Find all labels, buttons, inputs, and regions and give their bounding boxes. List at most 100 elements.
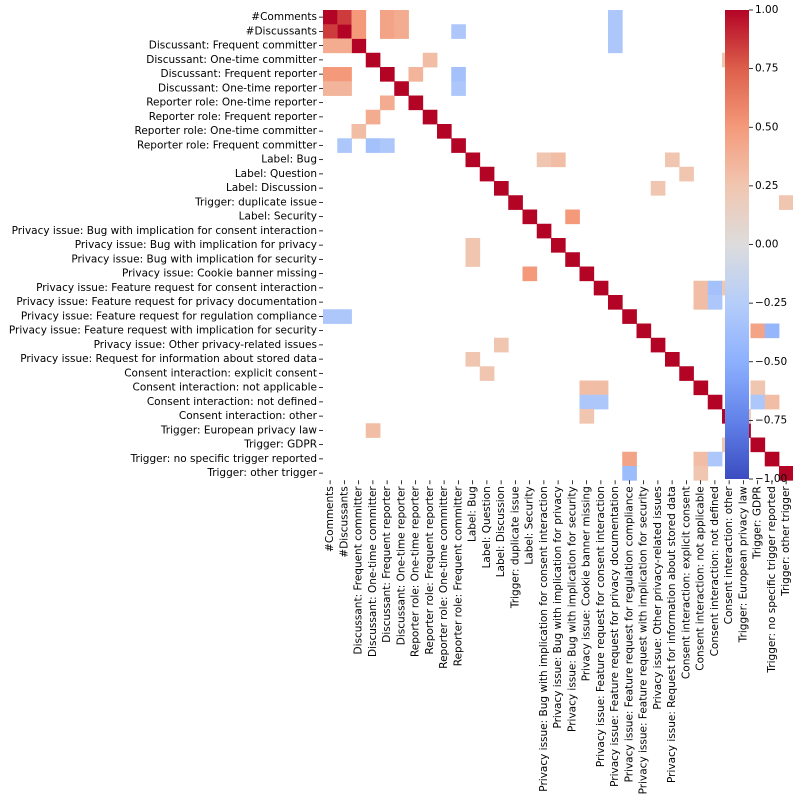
column-label: #Comments xyxy=(324,486,336,552)
colorbar-tick-label: −1.00 xyxy=(755,473,787,485)
heatmap-cell xyxy=(608,38,623,54)
heatmap-cell xyxy=(380,10,395,25)
heatmap-cell xyxy=(750,380,766,396)
heatmap-cell xyxy=(579,394,595,410)
colorbar-tick-label: 0.75 xyxy=(755,63,778,75)
row-label: Label: Discussion xyxy=(226,182,317,194)
colorbar-tick-label: −0.25 xyxy=(755,297,787,309)
heatmap-cell xyxy=(451,81,466,96)
heatmap-cell xyxy=(323,309,338,324)
column-label: Privacy issue: Cookie banner missing xyxy=(581,486,593,681)
heatmap-cell xyxy=(351,124,367,139)
heatmap-cell xyxy=(764,323,780,339)
heatmap-cell xyxy=(394,24,409,39)
column-label: Consent interaction: other xyxy=(723,486,735,625)
heatmap-cell xyxy=(707,451,723,467)
row-label: Privacy issue: Feature request for regul… xyxy=(21,310,317,322)
heatmap-cell xyxy=(465,238,481,253)
heatmap-cell xyxy=(451,67,466,82)
heatmap-cell xyxy=(422,109,438,125)
heatmap-cell xyxy=(422,52,438,68)
heatmap-cell xyxy=(579,266,595,282)
heatmap-cell xyxy=(522,209,538,225)
heatmap-cell xyxy=(579,380,595,396)
column-label: Privacy issue: Bug with implication for … xyxy=(538,486,550,791)
heatmap-cell xyxy=(779,466,793,481)
heatmap-cell xyxy=(593,380,609,396)
heatmap-cell xyxy=(365,423,381,438)
column-label: Reporter role: One-time committer xyxy=(438,486,450,669)
row-label: Label: Security xyxy=(239,211,317,223)
heatmap-cell xyxy=(750,323,766,339)
heatmap-cell xyxy=(380,95,395,111)
heatmap-cell xyxy=(693,295,709,310)
row-label: Reporter role: Frequent reporter xyxy=(149,111,318,123)
heatmap-cell xyxy=(365,52,381,68)
heatmap-cell xyxy=(679,166,694,182)
row-label: Privacy issue: Feature request with impl… xyxy=(9,325,317,337)
row-label: Trigger: GDPR xyxy=(243,439,317,451)
heatmap-cell xyxy=(494,337,509,353)
colorbar-gradient xyxy=(725,10,749,479)
heatmap-cell xyxy=(494,181,509,196)
row-label: Trigger: other trigger xyxy=(206,467,317,479)
heatmap-cell xyxy=(622,466,637,481)
column-label: Label: Security xyxy=(524,486,536,564)
heatmap-cell xyxy=(479,366,495,381)
column-label: Discussant: Frequent committer xyxy=(353,486,365,655)
heatmap-cell xyxy=(665,152,680,168)
heatmap-cell xyxy=(693,280,709,296)
colorbar-ticks: 1.00 0.75 0.50 0.25 0.00 −0.25 −0.50 −0.75 −1.00 xyxy=(749,4,787,485)
row-label: Trigger: European privacy law xyxy=(160,424,317,436)
column-label: Privacy issue: Feature request for regul… xyxy=(623,486,635,782)
heatmap-cell xyxy=(779,195,793,210)
heatmap-cell xyxy=(665,352,680,367)
row-label: Privacy issue: Bug with implication for … xyxy=(12,225,317,237)
column-label: Trigger: no specific trigger reported xyxy=(766,486,778,673)
heatmap-cell xyxy=(707,295,723,310)
heatmap-cell xyxy=(337,24,352,39)
heatmap-cell xyxy=(750,437,766,453)
row-labels: #Comments #Discussants Discussant: Frequen… xyxy=(9,11,323,479)
column-label: Trigger: European privacy law xyxy=(737,486,749,643)
heatmap-cell xyxy=(451,24,466,39)
heatmap-cell xyxy=(451,138,466,153)
column-label: Privacy issue: Feature request for conse… xyxy=(595,486,607,767)
column-label: Trigger: GDPR xyxy=(752,486,764,560)
heatmap-cell xyxy=(608,295,623,310)
heatmap-cell xyxy=(679,366,694,381)
heatmap-cell xyxy=(323,38,338,54)
heatmap-cell xyxy=(337,309,352,324)
column-label: Label: Bug xyxy=(467,486,479,542)
heatmap-cell xyxy=(750,394,766,410)
row-label: Consent interaction: not applicable xyxy=(133,382,318,394)
column-label: Consent interaction: not defined xyxy=(709,486,721,656)
column-label: #Discussants xyxy=(338,486,350,557)
column-label: Reporter role: Frequent reporter xyxy=(424,486,436,655)
heatmap-cell xyxy=(707,280,723,296)
colorbar-tick-label: −0.75 xyxy=(755,414,787,426)
heatmap-cell xyxy=(337,138,352,153)
heatmap-cell xyxy=(508,195,523,210)
heatmap-cell xyxy=(622,451,637,467)
heatmap-cell xyxy=(479,166,495,182)
row-label: Privacy issue: Feature request for conse… xyxy=(36,282,317,294)
row-label: Discussant: Frequent reporter xyxy=(161,68,318,80)
row-label: Label: Question xyxy=(235,168,317,180)
column-label: Trigger: duplicate issue xyxy=(509,486,521,609)
heatmap-cell xyxy=(323,10,338,25)
row-label: Privacy issue: Request for information a… xyxy=(20,353,317,365)
column-label: Reporter role: Frequent committer xyxy=(452,486,464,667)
heatmap-cell xyxy=(365,138,381,153)
row-label: Discussant: One-time reporter xyxy=(158,82,318,94)
heatmap-cell xyxy=(337,81,352,96)
heatmap-cell xyxy=(380,67,395,82)
heatmap-cell xyxy=(593,394,609,410)
heatmap-cell xyxy=(365,109,381,125)
heatmap-cell xyxy=(337,10,352,25)
heatmap-cell xyxy=(650,337,666,353)
row-label: Discussant: One-time committer xyxy=(146,54,317,66)
heatmap-cell xyxy=(593,280,609,296)
heatmap-cell xyxy=(408,67,424,82)
